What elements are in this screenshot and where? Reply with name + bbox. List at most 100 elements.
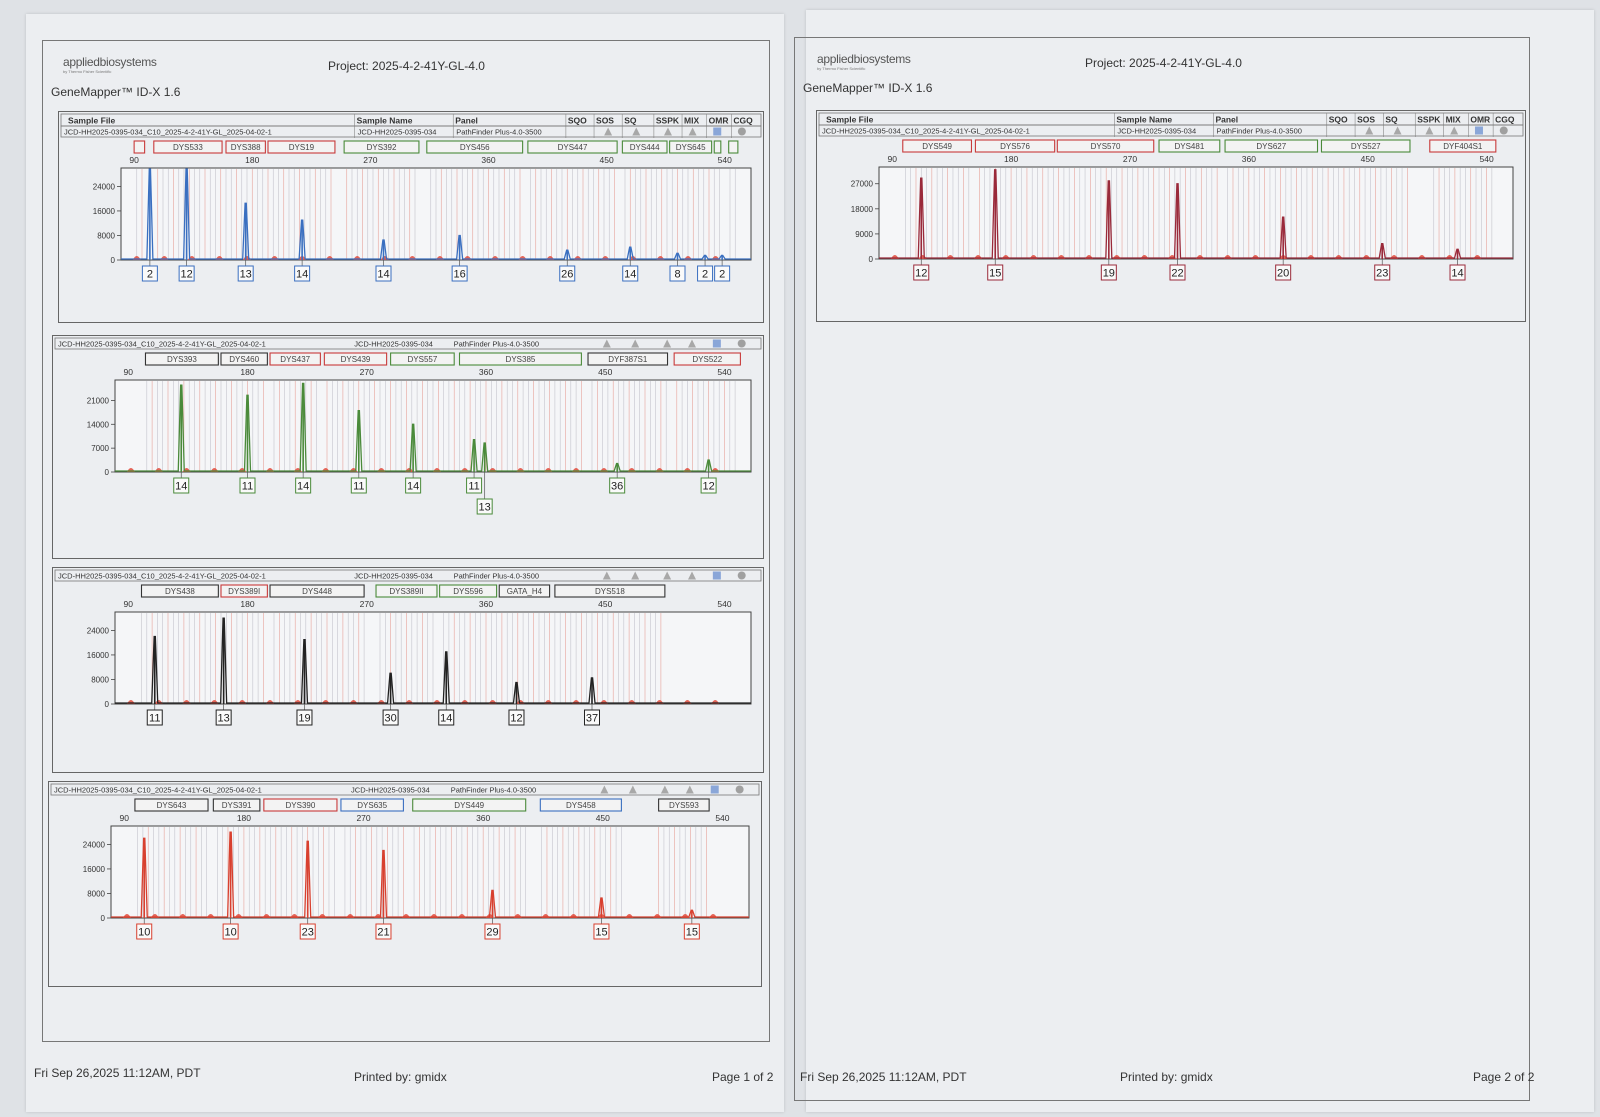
allele-call-label: 14 <box>624 269 636 281</box>
quality-triangle-icon <box>688 571 696 580</box>
sample-name-cell: JCD-HH2025-0395-034 <box>354 572 433 581</box>
locus-marker-label: DYS448 <box>302 587 332 596</box>
panel-cell: PathFinder Plus-4.0-3500 <box>451 786 536 795</box>
y-tick-label: 16000 <box>83 865 106 874</box>
table-header-cell: MIX <box>684 116 699 126</box>
allele-call-label: 11 <box>353 481 364 493</box>
locus-marker-box <box>1056 139 1155 153</box>
allele-call-box <box>146 709 163 726</box>
report-page-1: appliedbiosystems by Thermo Fisher Scien… <box>26 14 784 1112</box>
omr-square-icon <box>713 127 722 136</box>
y-tick-label: 0 <box>101 914 106 923</box>
panel-cell: PathFinder Plus-4.0-3500 <box>456 128 541 137</box>
quality-triangle-icon <box>1365 126 1374 135</box>
allele-call-box <box>913 264 930 281</box>
report-page-2: appliedbiosystems by Thermo Fisher Scien… <box>794 10 1594 1112</box>
allele-call-box <box>173 477 190 494</box>
locus-marker-label: DYS447 <box>558 143 588 152</box>
locus-marker-label: DYS389I <box>228 587 260 596</box>
sample-name-cell: JCD-HH2025-0395-034 <box>354 340 433 349</box>
trace-line <box>111 831 749 918</box>
locus-marker-box <box>902 139 973 153</box>
allele-call-label: 14 <box>175 481 187 493</box>
electropherogram-red: JCD-HH2025-0395-034_C10_2025-4-2-41Y-GL_… <box>50 783 760 940</box>
allele-call-label: 14 <box>440 713 452 725</box>
sample-name-cell: JCD-HH2025-0395-034 <box>1117 127 1196 136</box>
locus-marker-label: DYS456 <box>460 143 490 152</box>
x-tick-label: 270 <box>360 367 374 377</box>
locus-marker-label: DYS392 <box>367 143 397 152</box>
locus-marker-box <box>343 140 420 154</box>
allele-call-label: 13 <box>479 502 491 514</box>
y-tick-label: 14000 <box>87 420 110 429</box>
x-tick-label: 180 <box>237 813 251 823</box>
applied-biosystems-logo: appliedbiosystems by Thermo Fisher Scien… <box>817 52 911 71</box>
allele-call-label: 30 <box>384 713 396 725</box>
allele-call-box <box>622 265 639 282</box>
locus-marker-box <box>713 140 722 154</box>
allele-call-box <box>508 709 525 726</box>
locus-marker-box <box>539 798 622 812</box>
y-tick-label: 0 <box>869 255 874 264</box>
allele-call-label: 22 <box>1171 268 1183 280</box>
allele-call-label: 2 <box>719 269 725 281</box>
locus-marker-label: DYS522 <box>692 355 722 364</box>
allele-call-box <box>239 477 256 494</box>
quality-triangle-icon <box>663 127 672 136</box>
sample-row-box <box>50 783 760 796</box>
sample-file-cell: JCD-HH2025-0395-034_C10_2025-4-2-41Y-GL_… <box>58 340 266 349</box>
quality-triangle-icon <box>663 339 672 348</box>
allele-call-box <box>593 923 610 940</box>
y-tick-label: 8000 <box>97 231 115 240</box>
quality-triangle-icon <box>660 785 669 794</box>
locus-marker-box <box>587 352 669 366</box>
y-tick-label: 8000 <box>87 889 105 898</box>
locus-marker-box <box>269 584 365 598</box>
allele-call-box <box>609 477 626 494</box>
allele-call-label: 10 <box>225 927 237 939</box>
table-header-cell: SOS <box>1357 115 1375 125</box>
table-header-cell: Panel <box>455 116 478 126</box>
table-header-cell: SSPK <box>656 116 680 126</box>
quality-triangle-icon <box>1393 126 1402 135</box>
locus-marker-box <box>153 140 223 154</box>
sample-file-cell: JCD-HH2025-0395-034_C10_2025-4-2-41Y-GL_… <box>822 127 1030 136</box>
electropherogram-blue: Sample File Sample Name Panel SQO SOS SQ SSPK M… <box>60 113 762 282</box>
allele-call-box <box>141 265 158 282</box>
allele-call-label: 14 <box>377 269 389 281</box>
locus-marker-box <box>458 352 582 366</box>
locus-marker-label: DYS458 <box>566 801 596 810</box>
electropherogram-green: JCD-HH2025-0395-034_C10_2025-4-2-41Y-GL_… <box>54 337 762 515</box>
omr-square-icon <box>1474 126 1483 135</box>
quality-triangle-icon <box>631 571 640 580</box>
allele-call-label: 14 <box>297 481 309 493</box>
x-tick-label: 540 <box>715 813 729 823</box>
allele-call-box <box>451 265 468 282</box>
allele-call-box <box>405 477 422 494</box>
x-tick-label: 270 <box>1123 154 1137 164</box>
allele-call-box <box>714 265 731 282</box>
x-tick-label: 360 <box>1242 154 1256 164</box>
allele-call-box <box>222 923 239 940</box>
locus-marker-box <box>225 140 266 154</box>
allele-call-box <box>350 477 367 494</box>
sample-row-box <box>818 124 1524 137</box>
footer-printed-by: Printed by: gmidx <box>1120 1070 1213 1084</box>
sample-row-box <box>60 125 762 138</box>
locus-marker-label: DYS576 <box>1000 142 1030 151</box>
locus-marker-label: DYS385 <box>506 355 536 364</box>
trace-line <box>115 617 751 704</box>
locus-marker-label: DYS393 <box>167 355 197 364</box>
x-tick-label: 540 <box>717 367 731 377</box>
table-header-cell: SQ <box>1385 115 1398 125</box>
allele-call-box <box>1275 264 1292 281</box>
locus-marker-label: DYS643 <box>157 801 187 810</box>
locus-marker-box <box>1224 139 1319 153</box>
locus-marker-box <box>375 584 438 598</box>
locus-marker-box <box>140 584 219 598</box>
x-tick-label: 180 <box>1004 154 1018 164</box>
table-header-cell: SQO <box>568 116 587 126</box>
allele-call-box <box>584 709 600 726</box>
x-tick-label: 360 <box>479 599 493 609</box>
applied-biosystems-logo: appliedbiosystems by Thermo Fisher Scien… <box>63 55 157 74</box>
